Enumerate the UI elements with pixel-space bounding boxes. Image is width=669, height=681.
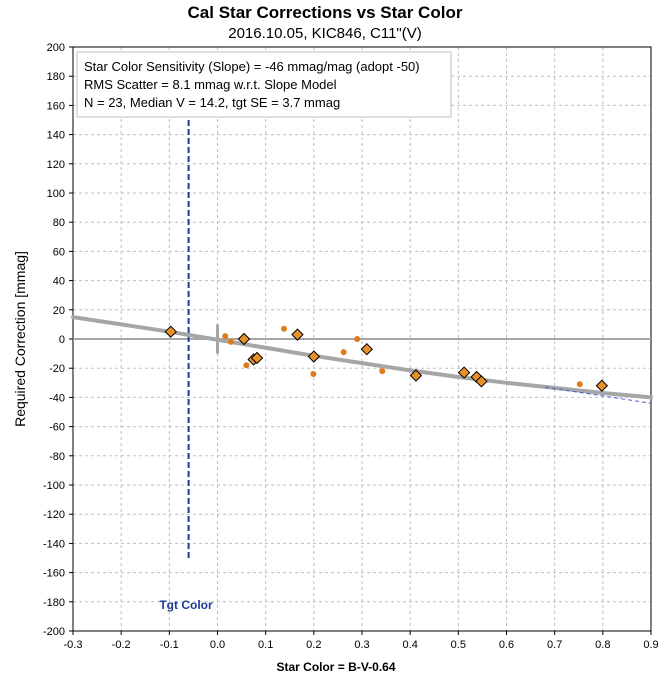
y-tick-label: 180	[47, 71, 65, 83]
y-tick-label: 20	[53, 305, 65, 317]
dot-point	[310, 371, 317, 378]
diamond-point	[250, 351, 264, 365]
x-tick-label: -0.2	[112, 639, 131, 651]
y-tick-label: -200	[43, 626, 65, 638]
y-tick-label: -80	[49, 451, 65, 463]
y-tick-label: -140	[43, 538, 65, 550]
dot-point	[227, 338, 234, 345]
diamond-point	[237, 332, 251, 346]
x-tick-label: 0.9	[643, 639, 658, 651]
data-points	[164, 325, 609, 392]
dot-point	[243, 362, 250, 369]
y-tick-label: 0	[59, 334, 65, 346]
annotation-box: Star Color Sensitivity (Slope) = -46 mma…	[76, 51, 452, 118]
diamond-point	[475, 375, 488, 388]
x-tick-label: 0.0	[210, 639, 225, 651]
y-tick-label: 40	[53, 276, 65, 288]
x-tick-label: 0.3	[354, 639, 369, 651]
y-tick-label: -180	[43, 597, 65, 609]
y-tick-label: 160	[47, 100, 65, 112]
chart-title: Cal Star Corrections vs Star Color	[188, 3, 463, 22]
dot-point	[280, 325, 287, 332]
annotation-box-border	[76, 51, 452, 118]
y-axis-label: Required Correction [mmag]	[12, 251, 28, 427]
diamond-point	[595, 379, 609, 392]
y-tick-label: 60	[53, 246, 65, 258]
dot-point	[379, 368, 386, 375]
dot-point	[340, 349, 347, 356]
diamond-point	[164, 325, 177, 338]
linear-fit-dashed	[544, 386, 652, 404]
chart-subtitle: 2016.10.05, KIC846, C11"(V)	[228, 25, 422, 42]
y-tick-labels: 200180160140120100806040200-20-40-60-80-…	[43, 42, 73, 638]
y-tick-label: 120	[47, 159, 65, 171]
x-tick-label: 0.7	[547, 639, 562, 651]
annotation-slope: Star Color Sensitivity (Slope) = -46 mma…	[84, 59, 420, 74]
dot-point	[222, 333, 229, 340]
grid	[73, 47, 651, 631]
x-axis-label: Star Color = B-V-0.64	[276, 660, 395, 674]
x-tick-label: 0.2	[306, 639, 321, 651]
x-tick-label: 0.5	[451, 639, 466, 651]
target-color-label: Tgt Color	[159, 598, 213, 612]
diamond-point	[307, 350, 321, 363]
x-tick-label: -0.3	[64, 639, 83, 651]
x-tick-label: -0.1	[160, 639, 179, 651]
x-tick-label: 0.1	[258, 639, 273, 651]
y-tick-label: 80	[53, 217, 65, 229]
x-tick-label: 0.6	[499, 639, 514, 651]
x-tick-label: 0.8	[595, 639, 610, 651]
annotation-rms: RMS Scatter = 8.1 mmag w.r.t. Slope Mode…	[84, 77, 337, 92]
diamond-point	[457, 366, 471, 379]
y-tick-label: -100	[43, 480, 65, 492]
dot-point	[354, 336, 361, 342]
x-tick-label: 0.4	[403, 639, 418, 651]
diamond-point	[409, 369, 423, 382]
dot-point	[576, 381, 583, 388]
y-tick-label: 140	[47, 130, 65, 142]
annotation-n: N = 23, Median V = 14.2, tgt SE = 3.7 mm…	[84, 95, 340, 110]
linear-fit-line	[544, 386, 652, 404]
diamond-point	[291, 328, 304, 341]
y-tick-label: -160	[43, 568, 65, 580]
y-tick-label: -120	[43, 509, 65, 521]
y-tick-label: -20	[49, 363, 65, 375]
y-tick-label: -40	[49, 392, 65, 404]
diamond-point	[360, 343, 374, 356]
y-tick-label: -60	[49, 422, 65, 434]
y-tick-label: 100	[47, 188, 65, 200]
x-tick-labels: -0.3 -0.2 -0.1 0.0 0.1 0.2 0.3 0.4 0.5 0.6 0.7 0.8 0…	[64, 631, 659, 651]
y-tick-label: 200	[47, 42, 65, 54]
